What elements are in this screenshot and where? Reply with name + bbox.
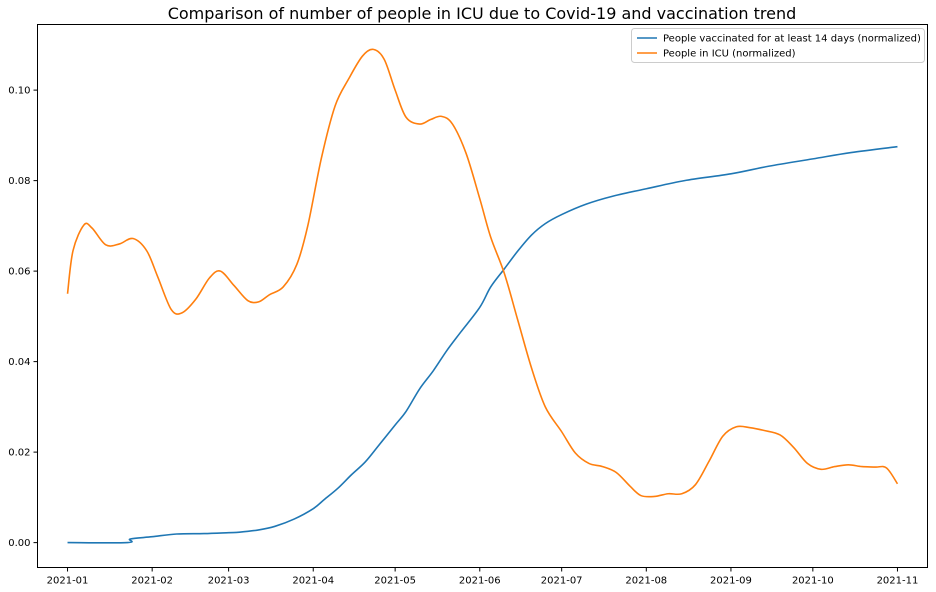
y-tick-label: 0.08 [8,176,30,187]
x-tick-label: 2021-07 [541,576,583,587]
x-tick-label: 2021-08 [625,576,667,587]
chart-title: Comparison of number of people in ICU du… [168,4,797,23]
plot-area: 2021-01 2021-02 2021-03 2021-04 2021-05 2021-… [8,24,928,587]
y-tick-label: 0.00 [8,538,30,549]
y-tick-label: 0.04 [8,357,30,368]
y-tick-label: 0.02 [8,448,30,459]
y-tick-label: 0.10 [8,86,30,97]
x-tick-label: 2021-09 [710,576,752,587]
series-line-icu [66,48,899,498]
x-tick-label: 2021-03 [208,576,250,587]
series-line-vaccinated [67,145,898,544]
series-layer [66,48,899,544]
x-tick-label: 2021-11 [877,576,919,587]
y-axis: 0.00 0.02 0.04 0.06 0.08 0.10 [8,86,38,549]
x-tick-label: 2021-01 [47,576,89,587]
legend: People vaccinated for at least 14 days (… [631,28,925,63]
legend-box [631,28,925,63]
x-tick-label: 2021-02 [131,576,173,587]
plot-frame [37,24,928,568]
x-tick-label: 2021-05 [374,576,416,587]
legend-label-vaccinated: People vaccinated for at least 14 days (… [663,34,921,45]
x-axis: 2021-01 2021-02 2021-03 2021-04 2021-05 2021-… [47,567,919,587]
legend-label-icu: People in ICU (normalized) [663,49,796,60]
x-tick-label: 2021-04 [292,576,334,587]
y-tick-label: 0.06 [8,267,30,278]
x-tick-label: 2021-06 [459,576,501,587]
x-tick-label: 2021-10 [792,576,834,587]
